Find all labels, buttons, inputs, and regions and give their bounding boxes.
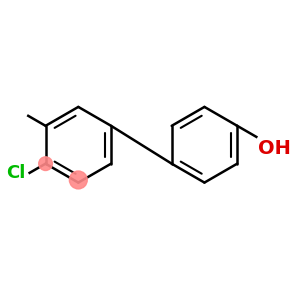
Circle shape [69,171,87,189]
Text: OH: OH [258,139,291,158]
Text: Cl: Cl [6,164,26,182]
Circle shape [39,157,52,170]
